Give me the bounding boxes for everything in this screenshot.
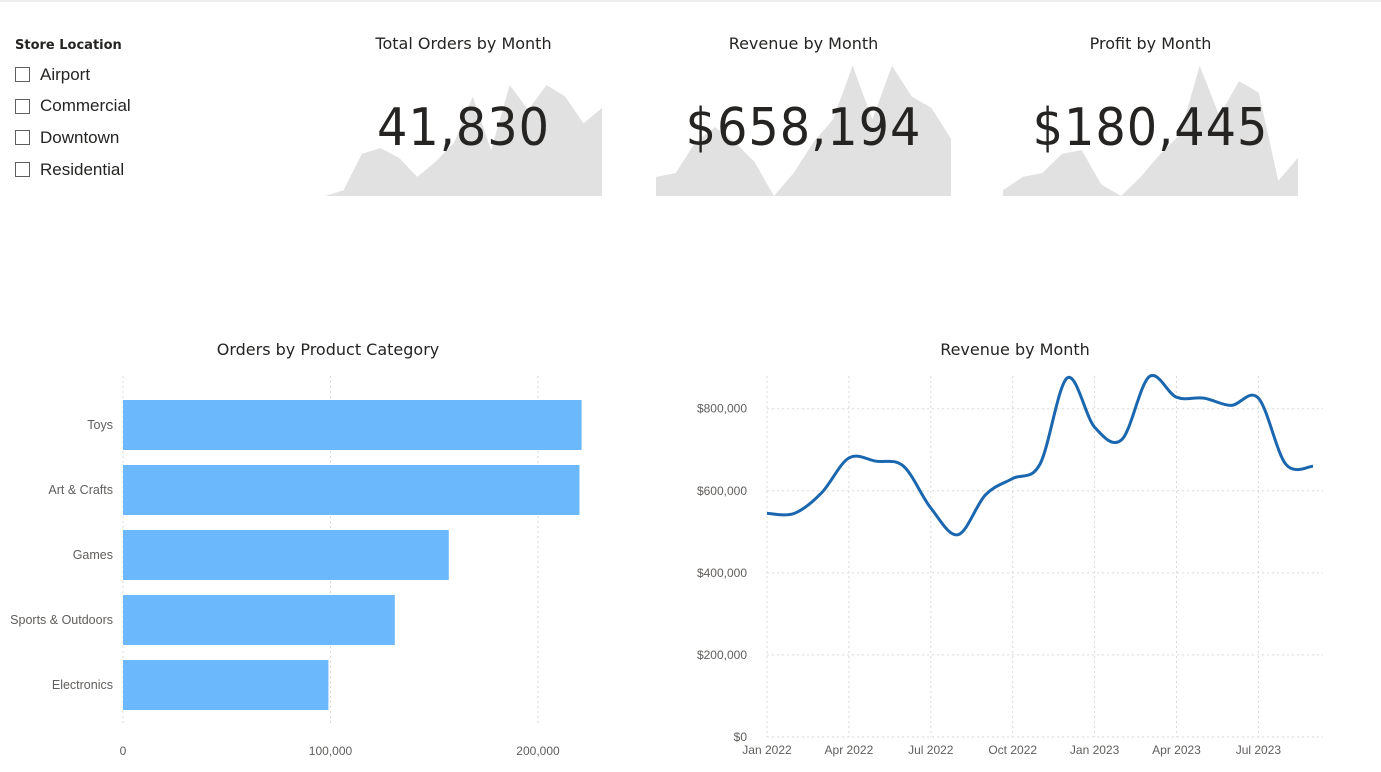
kpi-value: $180,445 — [1032, 98, 1269, 158]
data-point[interactable] — [1203, 398, 1204, 399]
x-tick-label: Jan 2022 — [742, 743, 792, 757]
sparkline-fill — [656, 65, 951, 196]
data-point[interactable] — [1313, 466, 1314, 467]
data-point[interactable] — [1258, 398, 1259, 399]
sparkline-area — [325, 85, 602, 196]
x-tick-label: 100,000 — [309, 744, 353, 758]
data-point[interactable] — [767, 513, 768, 514]
kpi-card-profit[interactable]: Profit by Month $180,445 — [1003, 30, 1298, 196]
kpi-card-total-orders[interactable]: Total Orders by Month 41,830 — [325, 30, 602, 196]
data-point[interactable] — [930, 508, 931, 509]
kpi-title: Revenue by Month — [728, 34, 879, 53]
y-tick-label: $200,000 — [697, 648, 747, 662]
data-point[interactable] — [985, 494, 986, 495]
checkbox[interactable] — [15, 162, 30, 178]
data-point[interactable] — [794, 513, 795, 514]
orders-by-category-chart[interactable]: 0 100,000 200,000 Toys Art & Crafts Games Spor… — [0, 368, 660, 768]
data-point[interactable] — [903, 466, 904, 467]
bar[interactable] — [123, 465, 580, 515]
store-location-slicer: Store Location Airport Commercial Downto… — [15, 38, 185, 185]
kpi-card-revenue[interactable]: Revenue by Month $658,194 — [656, 30, 951, 196]
data-point[interactable] — [1149, 376, 1150, 377]
revenue-line[interactable] — [766, 373, 1314, 537]
top-border — [0, 0, 1381, 2]
checkbox[interactable] — [15, 67, 30, 83]
sparkline-area — [656, 65, 951, 196]
slicer-item-airport[interactable]: Airport — [15, 59, 185, 91]
data-point[interactable] — [1067, 377, 1068, 378]
data-point[interactable] — [1094, 427, 1095, 428]
sparkline-fill — [1003, 65, 1298, 196]
x-tick-label: Oct 2022 — [988, 743, 1037, 757]
kpi-value: $658,194 — [685, 98, 922, 158]
checkbox[interactable] — [15, 98, 30, 114]
bar[interactable] — [123, 400, 582, 450]
data-point[interactable] — [1285, 464, 1286, 465]
slicer-item-downtown[interactable]: Downtown — [15, 122, 185, 154]
data-point[interactable] — [958, 534, 959, 535]
slicer-title: Store Location — [15, 38, 122, 53]
x-tick-label: 200,000 — [516, 744, 560, 758]
x-tick-label: Apr 2022 — [825, 743, 874, 757]
category-label: Games — [73, 548, 113, 562]
bar[interactable] — [123, 660, 329, 710]
x-tick-label: 0 — [120, 744, 127, 758]
category-label: Art & Crafts — [48, 483, 113, 497]
slicer-item-label: Commercial — [40, 96, 131, 116]
x-tick-label: Jul 2022 — [908, 743, 954, 757]
slicer-item-commercial[interactable]: Commercial — [15, 91, 185, 123]
category-label: Electronics — [52, 678, 113, 692]
slicer-item-label: Downtown — [40, 127, 120, 147]
slicer-item-label: Residential — [40, 159, 125, 179]
kpi-value: 41,830 — [377, 98, 550, 158]
category-label: Sports & Outdoors — [10, 613, 113, 627]
slicer-item-residential[interactable]: Residential — [15, 154, 185, 186]
x-tick-label: Jul 2023 — [1236, 743, 1282, 757]
data-point[interactable] — [1231, 405, 1232, 406]
y-tick-label: $600,000 — [697, 484, 747, 498]
data-point[interactable] — [848, 457, 849, 458]
kpi-title: Total Orders by Month — [375, 34, 552, 53]
data-point[interactable] — [1176, 397, 1177, 398]
data-point[interactable] — [821, 492, 822, 493]
bar[interactable] — [123, 595, 395, 645]
bar-chart-title: Orders by Product Category — [216, 340, 440, 359]
y-tick-label: $0 — [734, 730, 748, 744]
slicer-item-label: Airport — [40, 64, 91, 84]
sparkline-area — [1003, 65, 1298, 196]
data-point[interactable] — [1121, 439, 1122, 440]
y-tick-label: $800,000 — [697, 402, 747, 416]
category-label: Toys — [87, 418, 113, 432]
x-tick-label: Jan 2023 — [1070, 743, 1120, 757]
data-point[interactable] — [1012, 478, 1013, 479]
x-tick-label: Apr 2023 — [1152, 743, 1201, 757]
kpi-title: Profit by Month — [1089, 34, 1212, 53]
bar[interactable] — [123, 530, 449, 580]
y-tick-label: $400,000 — [697, 566, 747, 580]
checkbox[interactable] — [15, 130, 30, 146]
sparkline-fill — [325, 85, 602, 196]
data-point[interactable] — [1040, 464, 1041, 465]
data-point[interactable] — [876, 461, 877, 462]
revenue-by-month-chart[interactable]: $0 $200,000 $400,000 $600,000 $800,000 Jan 20… — [670, 368, 1360, 768]
line-chart-title: Revenue by Month — [940, 340, 1090, 359]
